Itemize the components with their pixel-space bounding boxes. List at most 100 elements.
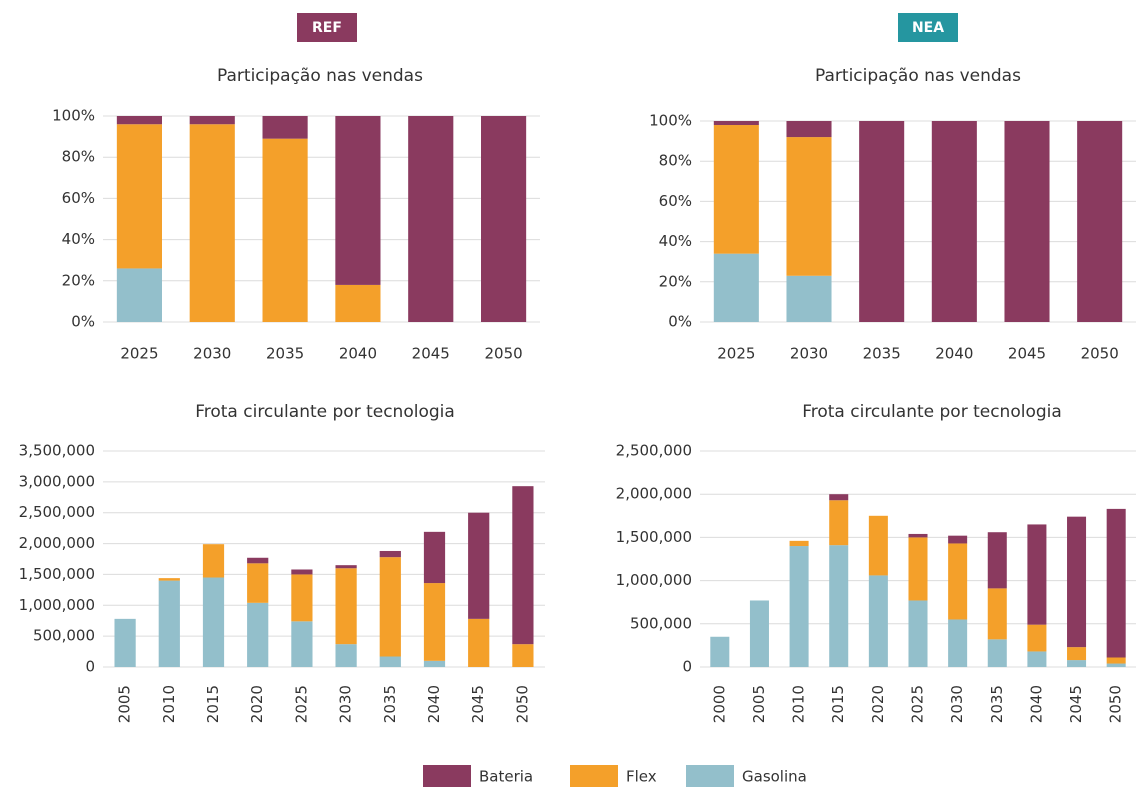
bar-segment [1077, 121, 1123, 322]
x-tick-label: 2040 [339, 345, 377, 363]
x-tick-label: 2030 [193, 345, 231, 363]
bar-segment [189, 116, 235, 125]
bar-segment [423, 531, 446, 584]
y-tick-label: 0% [71, 313, 95, 331]
bar-segment [512, 486, 534, 645]
x-tick-label: 2005 [750, 685, 768, 723]
bar-segment [749, 600, 769, 667]
y-tick-label: 2,500,000 [616, 442, 692, 460]
bar-segment [247, 557, 269, 564]
bar-segment [908, 537, 928, 601]
x-tick-label: 2035 [863, 345, 901, 363]
y-tick-label: 80% [62, 148, 95, 166]
chart-title: Frota circulante por tecnologia [802, 402, 1062, 422]
x-tick-label: 2050 [1081, 345, 1119, 363]
bar-segment [987, 639, 1007, 667]
y-tick-label: 1,000,000 [616, 571, 692, 589]
x-tick-label: 2045 [469, 685, 487, 723]
bar-segment [1027, 524, 1047, 625]
x-tick-label: 2005 [116, 685, 134, 723]
x-tick-label: 2010 [790, 685, 808, 723]
x-tick-label: 2030 [337, 685, 355, 723]
bar-segment [189, 124, 235, 323]
y-tick-label: 40% [659, 232, 692, 250]
bar-segment [948, 619, 968, 667]
bar-segment [335, 565, 357, 569]
legend-swatch [686, 765, 734, 787]
bar-segment [468, 618, 490, 667]
bar-segment [829, 545, 849, 667]
x-tick-label: 2025 [120, 345, 158, 363]
y-tick-label: 0 [682, 658, 692, 676]
bar-segment [786, 121, 832, 138]
y-tick-label: 100% [52, 107, 95, 125]
y-tick-label: 60% [659, 192, 692, 210]
bar-segment [116, 116, 162, 125]
bar-segment [158, 580, 180, 667]
bar-segment [114, 618, 136, 667]
bar-segment [1004, 121, 1050, 322]
x-tick-label: 2050 [484, 345, 522, 363]
y-tick-label: 20% [659, 272, 692, 290]
bar-segment [1067, 647, 1087, 661]
y-tick-label: 2,000,000 [19, 534, 95, 552]
x-tick-label: 2035 [381, 685, 399, 723]
y-tick-label: 500,000 [630, 614, 692, 632]
x-tick-label: 2015 [204, 685, 222, 723]
bar-segment [247, 563, 269, 603]
bar-segment [335, 284, 381, 322]
bar-segment [202, 544, 225, 578]
bar-segment [262, 116, 308, 139]
y-tick-label: 0% [668, 313, 692, 331]
bar-segment [948, 535, 968, 544]
bar-segment [202, 577, 225, 667]
ref-badge-bg [297, 13, 357, 42]
bar-segment [379, 557, 401, 657]
bar-segment [908, 533, 928, 538]
bar-segment [512, 644, 534, 667]
y-tick-label: 3,500,000 [19, 442, 95, 460]
bar-segment [262, 138, 308, 322]
x-tick-label: 2040 [1027, 685, 1045, 723]
y-tick-label: 40% [62, 230, 95, 248]
bar-segment [829, 494, 849, 501]
legend-swatch [570, 765, 618, 787]
bar-segment [786, 137, 832, 276]
x-tick-label: 2025 [717, 345, 755, 363]
bar-segment [713, 121, 759, 126]
x-tick-label: 2045 [1067, 685, 1085, 723]
bar-segment [908, 600, 928, 667]
legend-label: Gasolina [742, 768, 807, 786]
x-tick-label: 2030 [790, 345, 828, 363]
bar-segment [1106, 657, 1126, 664]
chart-title: Participação nas vendas [217, 66, 423, 86]
y-tick-label: 1,500,000 [19, 565, 95, 583]
y-tick-label: 1,500,000 [616, 528, 692, 546]
bar-segment [1027, 624, 1047, 652]
bar-segment [868, 575, 888, 667]
bar-segment [789, 540, 809, 547]
bar-segment [116, 268, 162, 322]
x-tick-label: 2045 [412, 345, 450, 363]
x-tick-label: 2020 [248, 685, 266, 723]
y-tick-label: 20% [62, 271, 95, 289]
x-tick-label: 2035 [266, 345, 304, 363]
x-tick-label: 2035 [988, 685, 1006, 723]
bar-segment [931, 121, 977, 322]
bar-segment [1027, 651, 1047, 667]
nea-badge: NEA [912, 20, 944, 36]
bar-segment [859, 121, 905, 322]
legend-swatch [423, 765, 471, 787]
bar-segment [335, 568, 357, 645]
x-tick-label: 2000 [710, 685, 728, 723]
legend-label: Flex [626, 768, 657, 786]
y-tick-label: 2,500,000 [19, 503, 95, 521]
bar-segment [158, 578, 180, 581]
bar-segment [1067, 516, 1087, 648]
y-tick-label: 60% [62, 189, 95, 207]
bar-segment [987, 588, 1007, 640]
chart-title: Frota circulante por tecnologia [195, 402, 455, 422]
bar-segment [291, 621, 313, 667]
bar-segment [710, 636, 730, 667]
